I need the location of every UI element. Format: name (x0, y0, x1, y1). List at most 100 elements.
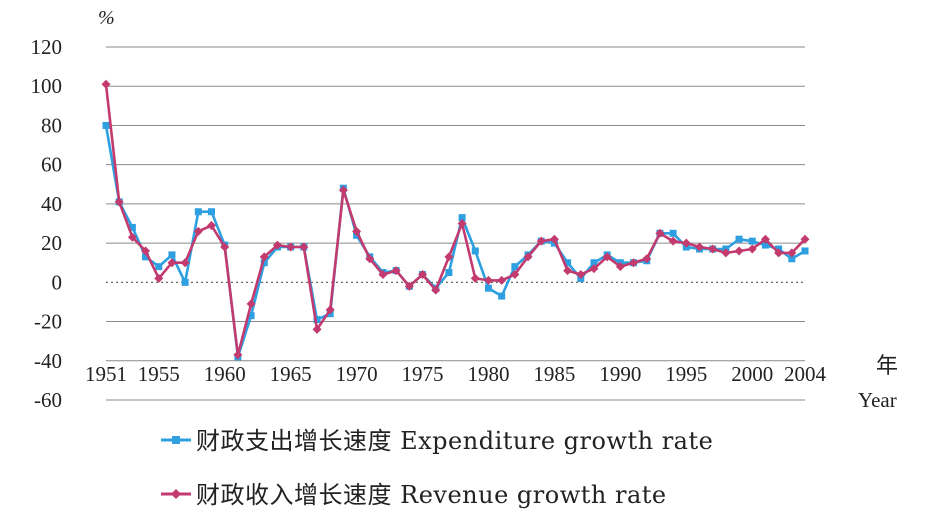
y-axis-ticks: 120 100 80 60 40 20 0 -20 -40 -60 (31, 35, 63, 412)
data-point (655, 228, 665, 238)
x-tick-label: 1980 (467, 362, 509, 386)
data-point (747, 244, 757, 254)
data-point (378, 269, 388, 279)
data-point (299, 242, 309, 252)
data-point (431, 285, 441, 295)
data-point (272, 240, 282, 250)
data-point (602, 252, 612, 262)
data-point (457, 219, 467, 228)
data-point (694, 242, 704, 252)
data-point (564, 259, 572, 267)
y-tick-label: -20 (34, 310, 62, 334)
data-point (207, 220, 217, 230)
data-point (102, 121, 110, 129)
legend: 财政支出增长速度 Expenditure growth rate 财政收入增长速… (161, 427, 713, 509)
data-point (511, 263, 519, 271)
data-point (352, 226, 362, 236)
data-point (484, 284, 492, 292)
data-point (510, 269, 520, 279)
data-point (142, 253, 150, 261)
data-point (483, 275, 493, 285)
data-point (365, 254, 375, 264)
data-point (549, 234, 559, 244)
x-tick-label: 1965 (270, 362, 312, 386)
data-point (141, 246, 151, 256)
data-point (721, 248, 731, 258)
x-tick-label: 1970 (336, 362, 378, 386)
data-point (325, 305, 335, 315)
data-point (154, 273, 164, 283)
data-point (181, 278, 189, 286)
x-tick-label: 1990 (599, 362, 641, 386)
data-point (404, 281, 414, 291)
legend-label-expenditure: 财政支出增长速度 Expenditure growth rate (196, 427, 713, 455)
data-point (497, 275, 507, 285)
data-point (748, 237, 756, 245)
x-axis-name-en: Year (858, 388, 897, 412)
x-tick-label: 1960 (204, 362, 246, 386)
data-point (286, 242, 296, 252)
x-tick-label: 1951 (85, 362, 127, 386)
data-point (708, 244, 718, 254)
data-point (193, 226, 203, 236)
x-tick-label: 1955 (138, 362, 180, 386)
y-tick-label: 20 (41, 231, 62, 255)
data-point (615, 262, 625, 272)
legend-marker-diamond-icon (171, 489, 181, 499)
x-tick-label: 1995 (665, 362, 707, 386)
y-tick-label: 40 (41, 192, 62, 216)
data-point (114, 197, 124, 207)
data-point (498, 292, 506, 300)
data-point (194, 208, 202, 216)
data-point (220, 242, 230, 252)
data-point (563, 266, 573, 276)
data-point (128, 223, 136, 231)
data-point (590, 259, 598, 267)
data-point (246, 299, 256, 309)
data-point (168, 251, 176, 259)
data-point (470, 273, 480, 283)
x-axis-ticks: 1951 1955 1960 1965 1970 1975 1980 1985 1990 1995… (85, 362, 827, 386)
series-line-1 (104, 84, 806, 357)
data-point (233, 350, 243, 360)
y-tick-label: 100 (31, 74, 63, 98)
y-tick-label: -60 (34, 388, 62, 412)
data-point (418, 269, 428, 279)
x-tick-label: 1975 (402, 362, 444, 386)
data-point (101, 79, 111, 89)
data-point (444, 252, 454, 262)
x-tick-label: 2004 (784, 362, 827, 386)
legend-marker-square-icon (172, 436, 180, 444)
legend-label-revenue: 财政收入增长速度 Revenue growth rate (196, 481, 667, 509)
data-point (629, 258, 639, 268)
y-tick-label: 80 (41, 113, 62, 137)
data-point (734, 246, 744, 256)
y-axis-unit: % (98, 7, 115, 29)
y-tick-label: 60 (41, 153, 62, 177)
data-point (247, 312, 255, 320)
data-point (260, 259, 268, 267)
data-point (642, 254, 652, 264)
series-layer (101, 79, 810, 361)
legend-item-expenditure: 财政支出增长速度 Expenditure growth rate (161, 427, 713, 455)
data-point (445, 269, 453, 277)
data-point (774, 248, 784, 258)
data-point (523, 252, 533, 262)
y-tick-label: 0 (52, 270, 63, 294)
data-point (761, 241, 769, 249)
data-point (391, 266, 401, 276)
data-point (589, 264, 599, 274)
data-point (155, 263, 163, 271)
data-point (536, 236, 546, 246)
data-point (259, 252, 269, 262)
data-point (800, 234, 810, 244)
data-point (312, 324, 322, 334)
x-tick-label: 2000 (731, 362, 773, 386)
data-point (471, 247, 479, 255)
y-tick-label: -40 (34, 349, 62, 373)
data-point (681, 238, 691, 248)
x-tick-label: 1985 (533, 362, 575, 386)
data-point (669, 229, 677, 237)
data-point (788, 255, 796, 263)
